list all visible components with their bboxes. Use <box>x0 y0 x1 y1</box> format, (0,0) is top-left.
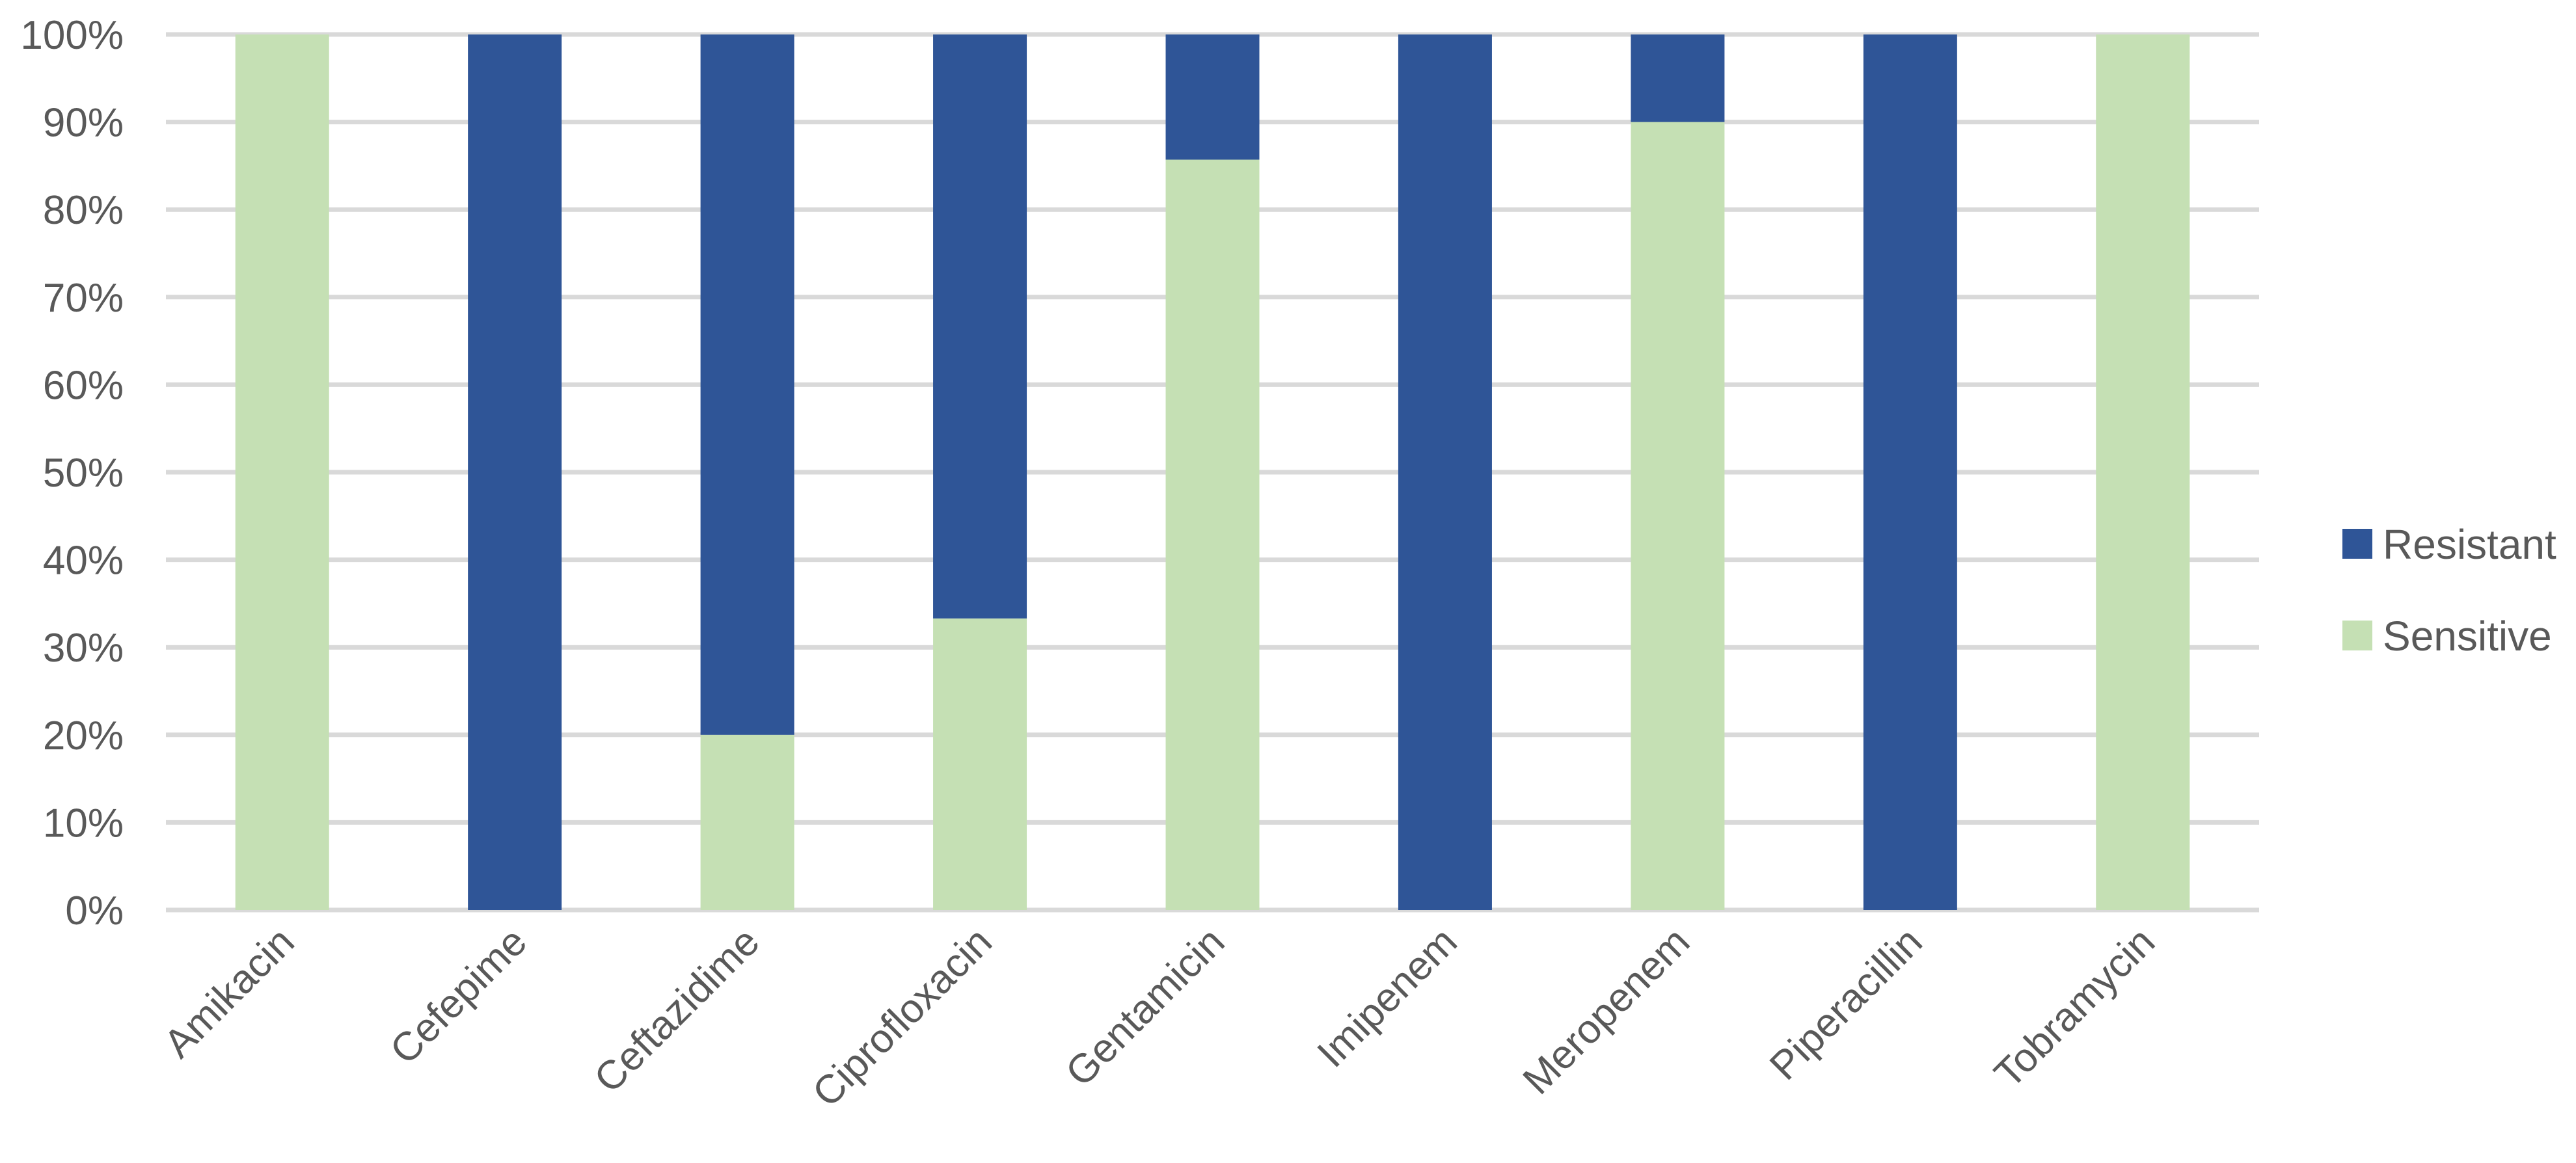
y-tick-label: 30% <box>43 626 124 671</box>
bar-segment-sensitive-gentamicin <box>1165 159 1260 910</box>
bar-segment-sensitive-amikacin <box>235 34 329 910</box>
bar-segment-resistant-piperacillin <box>1863 34 1957 910</box>
bar-segment-resistant-meropenem <box>1631 34 1725 122</box>
x-category-label: Meropenem <box>1515 919 1699 1103</box>
y-tick-label: 50% <box>43 451 124 496</box>
bar-segment-resistant-cefepime <box>468 34 562 910</box>
bar-segment-sensitive-tobramycin <box>2096 34 2190 910</box>
y-tick-label: 10% <box>43 801 124 846</box>
bars <box>235 34 2190 911</box>
bar-segment-resistant-gentamicin <box>1165 34 1260 160</box>
bar-segment-resistant-ceftazidime <box>700 34 794 735</box>
y-tick-label: 20% <box>43 714 124 758</box>
bar-segment-sensitive-ciprofloxacin <box>933 618 1027 910</box>
x-axis-category-labels: Amikacin Cefepime Ceftazidime Ciprofloxacin… <box>156 919 2163 1116</box>
bar-segment-resistant-imipenem <box>1398 34 1492 910</box>
y-tick-label: 90% <box>43 101 124 146</box>
legend-label-resistant: Resistant <box>2383 521 2556 568</box>
x-category-label: Tobramycin <box>1986 919 2163 1097</box>
y-tick-label: 70% <box>43 276 124 321</box>
bar-segment-sensitive-ceftazidime <box>700 734 794 910</box>
legend-label-sensitive: Sensitive <box>2383 613 2552 660</box>
x-category-label: Ceftazidime <box>586 919 768 1101</box>
bar-segment-sensitive-meropenem <box>1631 122 1725 911</box>
legend-swatch-sensitive <box>2342 621 2372 650</box>
legend: Resistant Sensitive <box>2342 521 2556 660</box>
y-tick-label: 100% <box>20 13 124 58</box>
legend-swatch-resistant <box>2342 529 2372 559</box>
y-tick-label: 0% <box>65 889 124 933</box>
x-category-label: Imipenem <box>1309 919 1466 1076</box>
bar-segment-resistant-ciprofloxacin <box>933 34 1027 619</box>
y-axis-tick-labels: 0% 10% 20% 30% 40% 50% 60% 70% 80% 90% 100% <box>20 13 124 933</box>
x-category-label: Gentamicin <box>1057 919 1234 1095</box>
y-tick-label: 80% <box>43 188 124 233</box>
x-category-label: Cefepime <box>382 919 536 1073</box>
y-tick-label: 40% <box>43 539 124 583</box>
y-tick-label: 60% <box>43 363 124 408</box>
x-category-label: Ciprofloxacin <box>804 919 1001 1116</box>
x-category-label: Amikacin <box>156 919 303 1067</box>
x-category-label: Piperacillin <box>1761 919 1931 1089</box>
